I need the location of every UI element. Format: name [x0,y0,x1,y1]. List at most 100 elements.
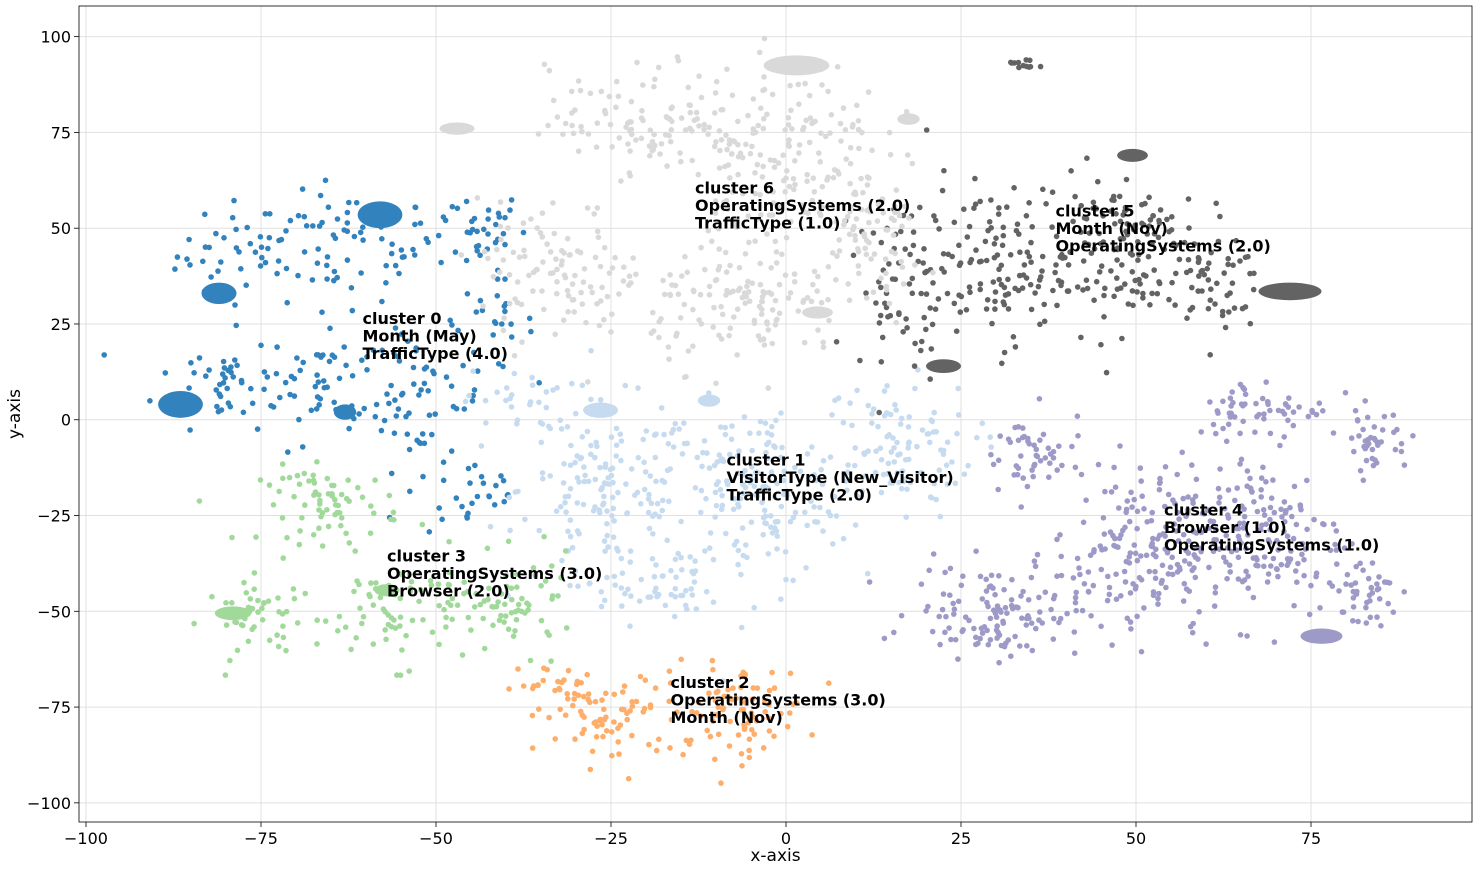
data-point [627,173,633,179]
data-point [754,216,760,223]
data-point [1351,448,1357,455]
data-point [1101,314,1107,320]
data-point [336,613,343,620]
data-point [220,358,227,365]
data-point [187,427,193,433]
data-point [526,272,532,279]
data-point [1237,461,1243,467]
data-point [682,253,688,260]
data-point [558,426,565,432]
data-point [557,504,564,510]
data-point [506,272,513,278]
data-point [1078,471,1085,478]
data-point [859,129,865,136]
data-point [850,121,856,128]
data-point [1005,306,1012,312]
cluster-annotation: cluster 1 VisitorType (New_Visitor) Traffi… [727,451,954,505]
data-point [790,514,797,521]
data-point [1049,224,1055,230]
data-point [498,473,504,479]
data-point [921,246,927,252]
data-point [1140,290,1146,297]
data-point [997,433,1003,439]
data-point [841,222,847,228]
cluster-series [866,379,1416,666]
data-point [1154,290,1161,297]
data-point [716,452,723,458]
data-point [906,456,912,463]
cluster-annotation-line: cluster 1 [727,451,806,470]
data-point [917,204,923,211]
data-point [759,294,766,300]
data-point [962,614,969,620]
data-point [608,729,615,735]
data-point [555,678,561,685]
data-point [803,565,809,571]
data-point [314,459,320,465]
data-point [1156,590,1162,597]
data-point [1275,547,1281,553]
data-point [1252,429,1258,436]
data-point [1206,564,1212,571]
data-point [778,596,784,602]
data-point [514,571,520,578]
data-point [1141,605,1147,611]
data-point [1299,551,1305,558]
data-point [448,448,455,454]
data-point [1224,545,1231,551]
data-point [388,250,395,257]
data-point [460,362,466,369]
data-point [1138,577,1145,583]
cluster-annotation-line: TrafficType (1.0) [695,214,840,233]
data-point [696,73,702,79]
data-point [610,534,617,540]
data-point [619,603,625,609]
data-point [854,102,860,109]
data-point [618,438,625,444]
data-point [1313,570,1320,576]
data-point [788,107,794,114]
data-point [571,696,577,702]
data-point [737,285,743,292]
data-point [1000,224,1007,231]
data-point [536,706,542,712]
cluster-annotation: cluster 6 OperatingSystems (2.0) TrafficTy… [695,179,910,233]
data-point [792,509,799,516]
data-point [635,454,642,461]
data-point [461,406,468,412]
data-point [716,246,722,252]
data-point [1024,483,1031,490]
data-point [929,628,936,635]
data-point [606,270,613,276]
data-point [760,336,767,342]
data-point [370,347,377,354]
data-point [1254,508,1261,515]
data-point [615,489,621,496]
data-point [837,120,844,127]
data-point [753,718,760,724]
data-point [570,130,577,137]
data-point [1149,509,1155,516]
data-point [1185,507,1191,513]
data-point [474,195,481,201]
data-point [1233,547,1240,553]
data-point [904,486,910,493]
data-point [712,489,719,496]
data-point [1156,280,1163,287]
data-point [618,457,624,464]
data-point [1240,418,1246,425]
data-point [1126,554,1132,560]
data-point [383,262,390,269]
data-point [878,239,885,246]
data-point [718,780,724,786]
data-point [585,131,592,137]
data-point [732,496,738,502]
data-point [691,117,698,124]
data-point [752,238,758,244]
data-point [880,471,887,478]
data-point [464,229,471,235]
data-point [549,563,555,569]
data-point [716,263,723,270]
data-point [841,217,848,224]
data-point [659,507,666,514]
